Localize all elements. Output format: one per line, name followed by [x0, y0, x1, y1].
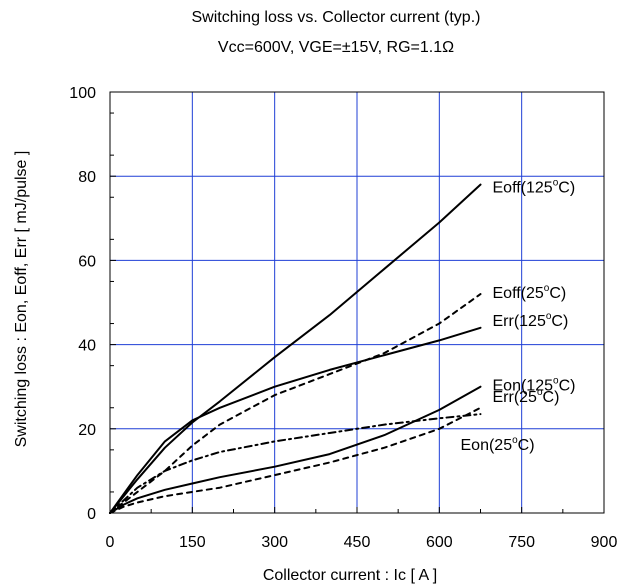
annotation-text: Eoff(25 — [493, 285, 544, 302]
y-tick-label: 0 — [87, 506, 96, 523]
series-annotation: Eoff(25oC) — [493, 283, 567, 302]
series-annotation: Err(125oC) — [493, 311, 569, 330]
x-tick-label: 150 — [179, 534, 206, 551]
annotation-suffix: C) — [558, 180, 575, 197]
x-tick-label: 0 — [106, 534, 115, 551]
x-tick-label: 900 — [591, 534, 618, 551]
series-line-eoff-25 — [109, 293, 482, 514]
y-tick-labels: 0 20 40 60 80 100 — [69, 85, 96, 523]
series-annotation: Eon(25oC) — [461, 435, 535, 454]
axis-ticks — [109, 91, 605, 514]
x-tick-label: 300 — [261, 534, 288, 551]
degree-superscript: o — [553, 376, 559, 387]
annotation-suffix: C) — [559, 378, 576, 395]
grid-lines — [110, 92, 604, 513]
chart-title: Switching loss vs. Collector current (ty… — [192, 9, 481, 26]
degree-superscript: o — [537, 387, 543, 398]
series-line-eoff-125 — [109, 183, 482, 514]
x-tick-label: 450 — [344, 534, 371, 551]
degree-superscript: o — [546, 311, 552, 322]
y-tick-label: 80 — [78, 169, 96, 186]
y-tick-label: 60 — [78, 253, 96, 270]
series-line-eon-125 — [109, 385, 482, 514]
series-annotation: Eoff(125oC) — [493, 178, 576, 197]
annotation-suffix: C) — [551, 313, 568, 330]
annotation-suffix: C) — [549, 285, 566, 302]
series-line-err-125 — [109, 326, 482, 514]
x-tick-labels: 0 150 300 450 600 750 900 — [106, 534, 618, 551]
series-line-err-25 — [109, 413, 482, 514]
annotation-text: Eon(125 — [493, 378, 554, 395]
x-axis-label: Collector current : Ic [ A ] — [263, 567, 437, 584]
y-tick-label: 20 — [78, 422, 96, 439]
series-line-eon-25 — [109, 406, 482, 514]
y-tick-label: 100 — [69, 85, 96, 102]
annotation-text: Eon(25 — [461, 437, 513, 454]
series-annotations: Eoff(125oC)Err(125oC)Eon(125oC)Eoff(25oC… — [461, 178, 576, 454]
annotation-text: Eoff(125 — [493, 180, 553, 197]
degree-superscript: o — [512, 435, 518, 446]
y-axis-label: Switching loss : Eon, Eoff, Err [ mJ/pul… — [13, 151, 30, 448]
annotation-text: Err(125 — [493, 313, 546, 330]
annotation-suffix: C) — [543, 389, 560, 406]
series-annotation: Eon(125oC) — [493, 376, 576, 395]
x-tick-label: 600 — [426, 534, 453, 551]
degree-superscript: o — [544, 283, 550, 294]
degree-superscript: o — [553, 178, 559, 189]
series-annotation: Err(25oC) — [493, 387, 560, 406]
series-lines — [109, 183, 482, 514]
chart-subtitle: Vcc=600V, VGE=±15V, RG=1.1Ω — [218, 39, 454, 56]
x-tick-label: 750 — [508, 534, 535, 551]
annotation-text: Err(25 — [493, 389, 538, 406]
y-tick-label: 40 — [78, 338, 96, 355]
annotation-suffix: C) — [518, 437, 535, 454]
